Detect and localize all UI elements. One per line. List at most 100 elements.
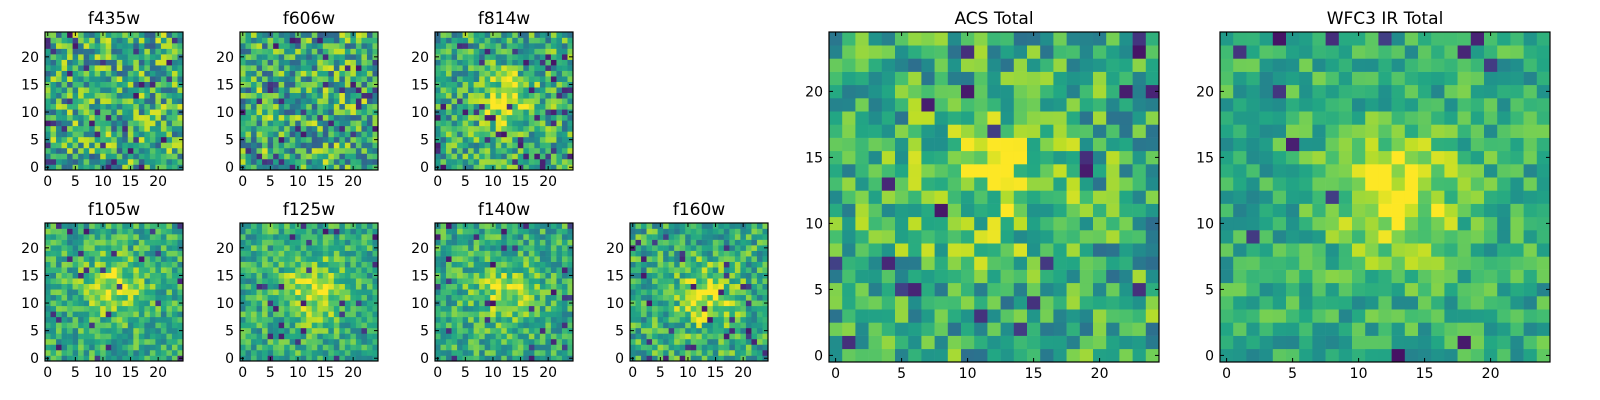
heatmap-cell (311, 59, 318, 66)
heatmap-cell (83, 250, 90, 257)
heatmap-cell (138, 316, 145, 323)
heatmap-cell (501, 239, 508, 246)
heatmap-cell (1145, 243, 1160, 257)
heatmap-cell (350, 70, 357, 77)
heatmap-cell (630, 283, 636, 290)
heatmap-cell (177, 349, 184, 356)
heatmap-cell (501, 355, 508, 362)
heatmap-cell (89, 338, 95, 345)
heatmap-cell (1013, 322, 1028, 336)
heatmap-cell (550, 136, 557, 143)
heatmap-cell (278, 70, 285, 77)
heatmap-cell (83, 322, 90, 329)
heatmap-cell (663, 294, 669, 301)
heatmap-cell (539, 158, 546, 165)
heatmap-cell (56, 98, 62, 105)
heatmap-cell (317, 153, 324, 160)
heatmap-cell (457, 239, 463, 246)
heatmap-cell (350, 311, 357, 318)
heatmap-cell (740, 327, 747, 334)
heatmap-cell (484, 305, 491, 312)
heatmap-cell (160, 120, 167, 127)
heatmap-cell (256, 147, 263, 154)
heatmap-cell (339, 283, 346, 290)
heatmap-cell (657, 278, 664, 285)
heatmap-cell (111, 142, 118, 149)
heatmap-cell (751, 311, 758, 318)
heatmap-cell (567, 43, 574, 49)
heatmap-cell (289, 32, 296, 38)
heatmap-cell (160, 37, 167, 44)
heatmap-cell (138, 272, 145, 279)
heatmap-cell (149, 48, 156, 55)
heatmap-cell (311, 76, 318, 82)
heatmap-cell (100, 261, 107, 268)
heatmap-cell (473, 294, 480, 301)
heatmap-cell (344, 98, 351, 105)
heatmap-cell (729, 338, 736, 345)
heatmap-cell (561, 142, 568, 149)
heatmap-cell (333, 136, 340, 143)
heatmap-cell (707, 223, 714, 229)
heatmap-cell (322, 289, 329, 296)
heatmap-cell (512, 43, 519, 49)
heatmap-cell (267, 37, 274, 44)
heatmap-cell (251, 349, 257, 356)
heatmap-cell (446, 278, 452, 285)
heatmap-cell (240, 92, 246, 99)
heatmap-cell (751, 223, 758, 229)
heatmap-cell (56, 81, 62, 88)
heatmap-cell (842, 322, 856, 336)
heatmap-cell (127, 234, 134, 240)
panel-title: f435w (88, 9, 140, 29)
heatmap-cell (1013, 150, 1028, 165)
heatmap-cell (78, 65, 84, 71)
heatmap-cell (78, 294, 84, 301)
heatmap-cell (322, 278, 329, 285)
heatmap-cell (545, 228, 552, 235)
heatmap-cell (311, 228, 318, 235)
heatmap-cell (517, 136, 524, 143)
heatmap-cell (267, 131, 274, 138)
heatmap-cell (484, 98, 491, 105)
heatmap-cell (534, 245, 541, 251)
heatmap-cell (144, 125, 151, 132)
heatmap-cell (842, 309, 856, 323)
heatmap-cell (556, 65, 563, 71)
heatmap-cell (539, 300, 546, 307)
heatmap-cell (561, 131, 568, 138)
heatmap-cell (166, 223, 173, 229)
heatmap-cell (468, 338, 474, 345)
heatmap-cell (328, 103, 335, 110)
heatmap-cell (111, 256, 118, 262)
heatmap-cell (245, 103, 252, 110)
heatmap-cell (635, 289, 642, 296)
heatmap-cell (149, 223, 156, 229)
heatmap-cell (160, 344, 167, 351)
heatmap-cell (366, 87, 373, 94)
heatmap-cell (451, 316, 458, 323)
heatmap-cell (561, 59, 568, 66)
heatmap-cell (344, 355, 351, 362)
heatmap-cell (105, 76, 112, 82)
heatmap-cell (267, 43, 274, 49)
x-tick-label: 20 (539, 365, 557, 381)
heatmap-cell (745, 338, 752, 345)
heatmap-cell (495, 76, 502, 82)
heatmap-cell (457, 158, 463, 165)
heatmap-cell (267, 245, 274, 251)
heatmap-cell (144, 153, 151, 160)
heatmap-cell (545, 103, 552, 110)
heatmap-cell (751, 250, 758, 257)
heatmap-cell (138, 76, 145, 82)
heatmap-cell (1013, 243, 1028, 257)
heatmap-cell (67, 344, 73, 351)
heatmap-cell (512, 158, 519, 165)
heatmap-cell (122, 355, 129, 362)
heatmap-cell (528, 158, 535, 165)
heatmap-cell (122, 223, 129, 229)
heatmap-cell (468, 250, 474, 257)
heatmap-cell (50, 70, 57, 77)
heatmap-cell (657, 256, 664, 262)
heatmap-cell (745, 322, 752, 329)
